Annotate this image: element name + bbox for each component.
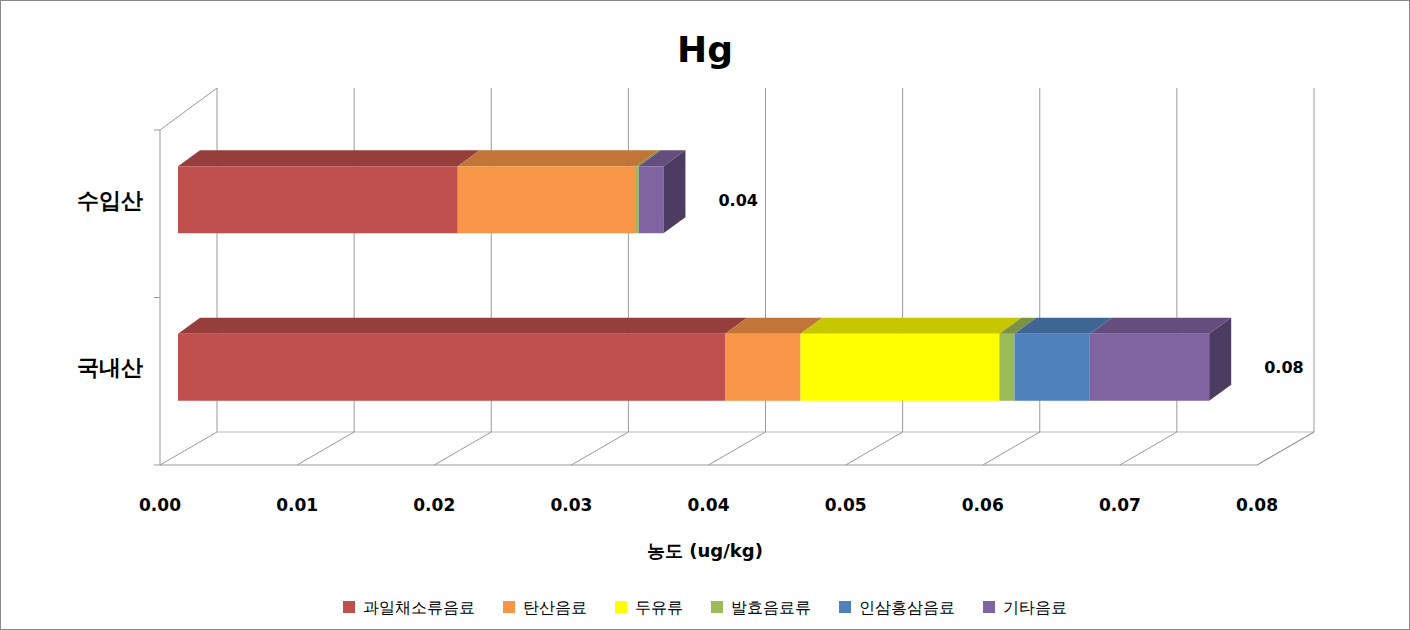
bar <box>178 166 458 233</box>
legend-swatch <box>615 601 627 613</box>
legend-label: 기타음료 <box>1003 598 1067 617</box>
bar-top-face <box>178 318 747 334</box>
tick-label: 0.00 <box>139 495 181 515</box>
tick-label: 0.07 <box>1099 495 1141 515</box>
category-tick <box>154 297 160 298</box>
bar-side-face <box>1209 318 1231 401</box>
axis-title: 농도 (ug/kg) <box>647 540 763 561</box>
bar-side-face <box>663 150 685 233</box>
legend-label: 발효음료류 <box>731 598 811 617</box>
grid-line <box>1314 88 1315 432</box>
legend-item: 과일채소류음료 <box>343 598 475 617</box>
legend-swatch <box>503 601 515 613</box>
bar <box>999 334 1014 401</box>
category-label: 수입산 <box>77 188 143 213</box>
tick-label: 0.06 <box>962 495 1004 515</box>
bar <box>639 166 664 233</box>
tick-mark <box>1257 432 1314 465</box>
category-tick <box>154 130 160 131</box>
tick-label: 0.03 <box>550 495 592 515</box>
tick-mark <box>434 432 491 465</box>
legend-item: 인삼홍삼음료 <box>839 598 955 617</box>
tick-label: 0.02 <box>413 495 455 515</box>
legend-label: 탄산음료 <box>523 598 587 617</box>
bar <box>1090 334 1209 401</box>
bar <box>725 334 800 401</box>
bar <box>1014 334 1089 401</box>
category-tick <box>154 465 160 466</box>
axes-walls <box>154 88 1314 465</box>
legend-swatch <box>343 601 355 613</box>
floor-edge <box>1257 432 1314 465</box>
tick-mark <box>1120 432 1177 465</box>
legend-label: 과일채소류음료 <box>363 598 475 617</box>
bar-top-face <box>178 150 480 166</box>
legend-swatch <box>711 601 723 613</box>
legend-label: 인삼홍삼음료 <box>859 598 955 617</box>
bar <box>636 166 639 233</box>
tick-mark <box>160 432 217 465</box>
tick-mark <box>709 432 766 465</box>
legend-item: 기타음료 <box>983 598 1067 617</box>
tick-mark <box>983 432 1040 465</box>
wall-edge <box>160 88 217 130</box>
bars <box>178 150 1231 401</box>
legend-swatch <box>839 601 851 613</box>
legend-item: 발효음료류 <box>711 598 811 617</box>
tick-mark <box>297 432 354 465</box>
chart: Hg 0.00 0.01 0.02 0.03 0.04 0.05 0.06 0.07 0.08 수입… <box>0 0 1410 630</box>
legend: 과일채소류음료 탄산음료 두유류 발효음료류 인삼홍삼음료 기타음료 <box>343 598 1067 617</box>
tick-label: 0.05 <box>825 495 867 515</box>
title: Hg <box>677 29 733 70</box>
bar-top-face <box>1090 318 1231 334</box>
tick-label: 0.08 <box>1236 495 1278 515</box>
category-label: 국내산 <box>77 355 143 380</box>
tick-mark <box>571 432 628 465</box>
tick-label: 0.01 <box>276 495 318 515</box>
total-label: 0.04 <box>718 191 757 210</box>
tick-mark <box>846 432 903 465</box>
bar-top-face <box>801 318 1022 334</box>
total-label: 0.08 <box>1264 358 1303 377</box>
legend-label: 두유류 <box>635 598 683 617</box>
legend-swatch <box>983 601 995 613</box>
bar <box>458 166 636 233</box>
bar-top-face <box>458 150 658 166</box>
legend-item: 탄산음료 <box>503 598 587 617</box>
bar <box>801 334 1000 401</box>
tick-label: 0.04 <box>688 495 730 515</box>
legend-item: 두유류 <box>615 598 683 617</box>
bar <box>178 334 725 401</box>
chart-border <box>1 1 1410 630</box>
